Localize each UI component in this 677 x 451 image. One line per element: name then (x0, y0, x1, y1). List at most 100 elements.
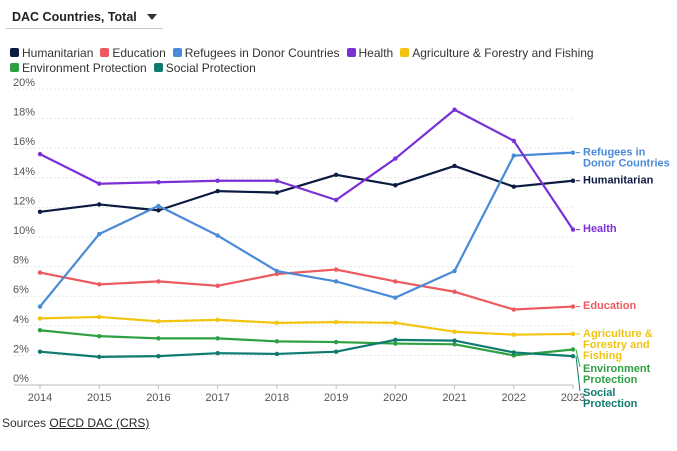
chevron-down-icon (147, 14, 157, 20)
legend-row: Humanitarian Education Refugees in Donor C… (10, 45, 670, 60)
dropdown-label: DAC Countries, Total (12, 10, 137, 24)
data-point (452, 268, 457, 274)
data-point (97, 314, 102, 320)
legend-row: Environment Protection Social Protection (10, 60, 670, 75)
data-point (274, 339, 280, 344)
legend-item[interactable]: Health (346, 45, 394, 60)
y-tick-label: 2% (13, 343, 29, 355)
data-point (333, 172, 339, 178)
legend-item[interactable]: Social Protection (153, 60, 256, 75)
data-point (97, 354, 102, 360)
legend-item[interactable]: Agriculture & Forestry and Fishing (400, 45, 594, 60)
label-connector (575, 349, 581, 368)
data-point (452, 107, 457, 112)
legend-item[interactable]: Education (100, 46, 166, 60)
legend-swatch (10, 48, 19, 57)
data-point (215, 283, 220, 289)
legend-swatch (172, 48, 182, 57)
legend-swatch (400, 48, 410, 57)
legend-item[interactable]: Refugees in Donor Countries (172, 45, 340, 60)
series-end-label: Forestry and (583, 339, 650, 351)
x-tick-label: 2019 (324, 392, 348, 404)
series-line (38, 151, 575, 308)
series-end-label: Humanitarian (583, 174, 654, 186)
data-point (156, 279, 161, 284)
data-point (37, 328, 43, 333)
data-point (452, 163, 457, 169)
series-line (38, 164, 575, 213)
x-tick-label: 2023 (561, 392, 585, 404)
data-point (393, 156, 398, 161)
data-point (37, 304, 43, 309)
data-point (570, 304, 576, 309)
y-tick-label: 12% (13, 195, 35, 207)
data-point (156, 203, 161, 209)
legend-label: Health (358, 45, 394, 60)
legend-label: Refugees in Donor Countries (184, 45, 340, 60)
series-end-label: Agriculture & (583, 328, 653, 340)
y-tick-label: 6% (13, 284, 29, 296)
data-point (570, 353, 576, 359)
legend-label: Environment Protection (22, 60, 147, 75)
x-tick-label: 2021 (442, 392, 466, 404)
series-line (38, 329, 575, 357)
data-point (274, 320, 280, 326)
series-end-label: Health (583, 223, 617, 235)
y-tick-label: 20% (13, 77, 35, 89)
data-point (570, 178, 576, 183)
data-point (570, 150, 576, 155)
legend-item[interactable]: Environment Protection (10, 61, 147, 75)
data-point (570, 347, 576, 352)
data-point (393, 341, 398, 346)
x-tick-label: 2017 (205, 392, 229, 404)
y-tick-label: 8% (13, 255, 29, 267)
sources-link[interactable]: OECD DAC (CRS) (49, 416, 150, 430)
data-point (333, 267, 339, 272)
data-point (274, 190, 280, 195)
series-line (38, 108, 575, 231)
legend-label: Agriculture & Forestry and Fishing (412, 45, 594, 60)
y-tick-label: 4% (13, 314, 29, 326)
x-tick-label: 2014 (28, 392, 52, 404)
data-point (97, 181, 102, 186)
data-point (97, 333, 102, 339)
data-point (37, 209, 43, 215)
data-point (215, 317, 220, 323)
data-point (215, 350, 220, 356)
data-point (393, 295, 398, 300)
data-point (215, 233, 220, 238)
legend-swatch (100, 48, 110, 57)
data-point (97, 202, 102, 207)
data-point (37, 349, 43, 354)
x-tick-label: 2022 (502, 392, 526, 404)
x-tick-label: 2016 (146, 392, 170, 404)
data-point (452, 329, 457, 334)
series-line (38, 315, 575, 336)
data-point (452, 342, 457, 347)
data-point (156, 319, 161, 324)
y-tick-label: 16% (13, 136, 35, 148)
data-point (156, 180, 161, 185)
data-point (570, 227, 576, 232)
x-tick-label: 2015 (87, 392, 111, 404)
legend-label: Social Protection (165, 60, 256, 75)
series-end-label: Protection (583, 398, 638, 410)
y-tick-label: 0% (13, 373, 29, 385)
legend-item[interactable]: Humanitarian (10, 46, 93, 60)
data-point (333, 339, 339, 345)
x-tick-label: 2018 (265, 392, 289, 404)
data-point (511, 138, 516, 143)
sources-note: Sources OECD DAC (CRS) (2, 416, 149, 430)
data-point (215, 178, 220, 183)
indicator-dropdown[interactable]: DAC Countries, Total (6, 6, 163, 29)
data-point (274, 268, 280, 274)
data-point (511, 184, 516, 189)
legend-swatch (10, 63, 19, 72)
x-tick-label: 2020 (383, 392, 407, 404)
data-point (452, 338, 457, 343)
data-point (393, 320, 398, 326)
data-point (333, 279, 339, 284)
legend-swatch (153, 63, 163, 72)
series-line (38, 268, 575, 311)
